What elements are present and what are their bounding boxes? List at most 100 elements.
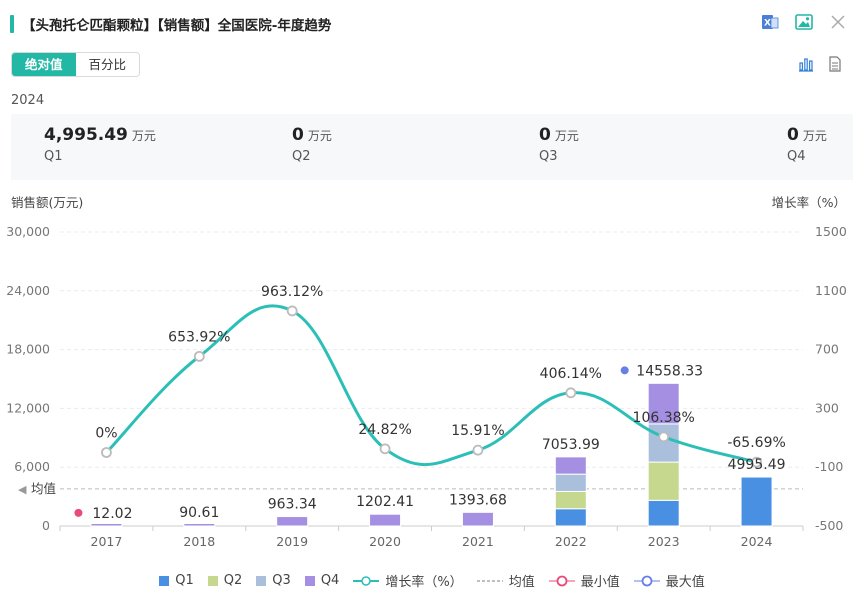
summary-q3: 0 万元 Q3 [539, 125, 579, 164]
mean-label: 均值 [31, 481, 56, 496]
summary-q4-unit: 万元 [802, 129, 827, 143]
growth-point [101, 447, 112, 458]
legend-min-label: 最小值 [580, 575, 620, 590]
legend-mean-label: 均值 [508, 575, 535, 590]
legend-q1[interactable]: Q1 [159, 573, 194, 588]
svg-text:X: X [764, 19, 771, 29]
toggle-absolute-button[interactable]: 绝对值 [12, 53, 76, 76]
growth-point [472, 444, 484, 456]
summary-q4-value: 0 [787, 125, 799, 145]
growth-point [379, 443, 391, 455]
growth-label: 963.12% [261, 284, 323, 300]
title-accent-bar [10, 15, 14, 33]
growth-point [193, 350, 205, 362]
growth-label: 24.82% [358, 422, 411, 438]
bar-total-label: 14558.33 [636, 363, 703, 379]
toggle-percent-button[interactable]: 百分比 [75, 53, 140, 76]
chart-title: 【头孢托仑匹酯颗粒】【销售额】全国医院-年度趋势 [22, 18, 332, 34]
mean-marker-arrow: ◀ [18, 483, 27, 496]
legend-growth-label: 增长率（%） [385, 575, 463, 590]
top-toolbar: X [760, 12, 848, 32]
x-tick-label: 2024 [741, 534, 773, 549]
summary-q3-name: Q3 [539, 149, 558, 164]
bar-q3 [554, 473, 587, 492]
growth-point [286, 305, 298, 317]
summary-q2-value: 0 [292, 125, 304, 145]
summary-q4-name: Q4 [787, 149, 806, 164]
y-tick-label: 12,000 [6, 400, 50, 415]
max-marker [620, 366, 629, 375]
legend-q3[interactable]: Q3 [256, 573, 291, 588]
summary-q1: 4,995.49 万元 Q1 [44, 125, 156, 164]
growth-label: 0% [95, 426, 117, 442]
legend-q2[interactable]: Q2 [207, 573, 243, 588]
growth-line [105, 304, 757, 467]
bar-q2 [647, 461, 680, 501]
summary-q2-unit: 万元 [307, 129, 332, 143]
growth-point [565, 387, 577, 399]
bar-total-label: 12.02 [92, 506, 132, 522]
summary-q2: 0 万元 Q2 [292, 125, 332, 164]
growth-label: 15.91% [451, 423, 504, 439]
min-marker [74, 508, 83, 517]
x-tick-label: 2018 [183, 534, 215, 549]
legend-min-icon [548, 575, 575, 586]
excel-export-icon[interactable]: X [760, 12, 780, 32]
chart-legend: Q1 Q2 Q3 Q4 增长率（%） 均值 最小值 最大值 [0, 571, 864, 590]
bar-q1 [740, 476, 773, 527]
y2-tick-label: 1100 [815, 283, 847, 298]
legend-mean[interactable]: 均值 [476, 571, 535, 590]
x-tick-label: 2020 [369, 534, 401, 549]
summary-year: 2024 [11, 93, 45, 108]
legend-q2-label: Q2 [223, 573, 243, 588]
value-mode-toggle: 绝对值 百分比 [11, 52, 141, 77]
summary-q3-value: 0 [539, 125, 551, 145]
bar-total-label: 7053.99 [542, 437, 600, 453]
growth-label: 653.92% [168, 329, 230, 345]
legend-q4[interactable]: Q4 [304, 573, 340, 588]
legend-growth[interactable]: 增长率（%） [353, 571, 463, 590]
legend-min[interactable]: 最小值 [548, 571, 620, 590]
bar-total-label: 1202.41 [356, 494, 414, 510]
x-tick-label: 2017 [91, 534, 123, 549]
growth-label: 406.14% [540, 366, 602, 382]
summary-q1-name: Q1 [44, 149, 63, 164]
y2-tick-label: 300 [815, 400, 839, 415]
summary-q1-value: 4,995.49 [44, 125, 128, 145]
image-export-icon[interactable] [794, 12, 814, 32]
bar-chart-icon[interactable] [798, 56, 814, 76]
y-tick-label: 30,000 [6, 224, 50, 239]
legend-q1-label: Q1 [175, 573, 194, 588]
y-tick-label: 0 [42, 518, 50, 533]
bar-q4 [647, 382, 680, 425]
bar-total-label: 1393.68 [449, 492, 507, 508]
legend-max[interactable]: 最大值 [633, 571, 705, 590]
y2-tick-label: -500 [815, 518, 843, 533]
sales-trend-chart: 0 6,000 12,000 18,000 24,000 30,000 -500 -100 30… [6, 224, 847, 549]
close-icon[interactable] [828, 12, 848, 32]
summary-q1-unit: 万元 [131, 129, 156, 143]
bar-q4 [276, 516, 309, 527]
quarter-summary-panel: 4,995.49 万元 Q1 0 万元 Q2 0 万元 Q3 0 万元 Q4 [11, 114, 853, 180]
bar-q4 [369, 513, 402, 527]
legend-max-label: 最大值 [665, 575, 705, 590]
y2-tick-label: 1500 [815, 224, 847, 239]
bar-q4 [90, 523, 123, 527]
summary-q2-name: Q2 [292, 149, 311, 164]
legend-q3-label: Q3 [272, 573, 291, 588]
y2-tick-label: -100 [815, 459, 843, 474]
bar-q4 [461, 511, 494, 527]
x-tick-label: 2022 [555, 534, 587, 549]
y-axis-title: 销售额(万元) [11, 195, 84, 210]
legend-mean-line-icon [476, 579, 503, 582]
x-tick-label: 2021 [462, 534, 494, 549]
x-tick-label: 2023 [648, 534, 680, 549]
legend-max-icon [633, 575, 660, 586]
bar-q1 [554, 508, 587, 527]
growth-point [751, 456, 762, 468]
table-view-icon[interactable] [828, 56, 842, 76]
bar-total-label: 4995.49 [728, 457, 786, 473]
legend-q4-label: Q4 [320, 573, 340, 588]
growth-point [658, 431, 670, 443]
legend-growth-line-icon [353, 575, 380, 586]
